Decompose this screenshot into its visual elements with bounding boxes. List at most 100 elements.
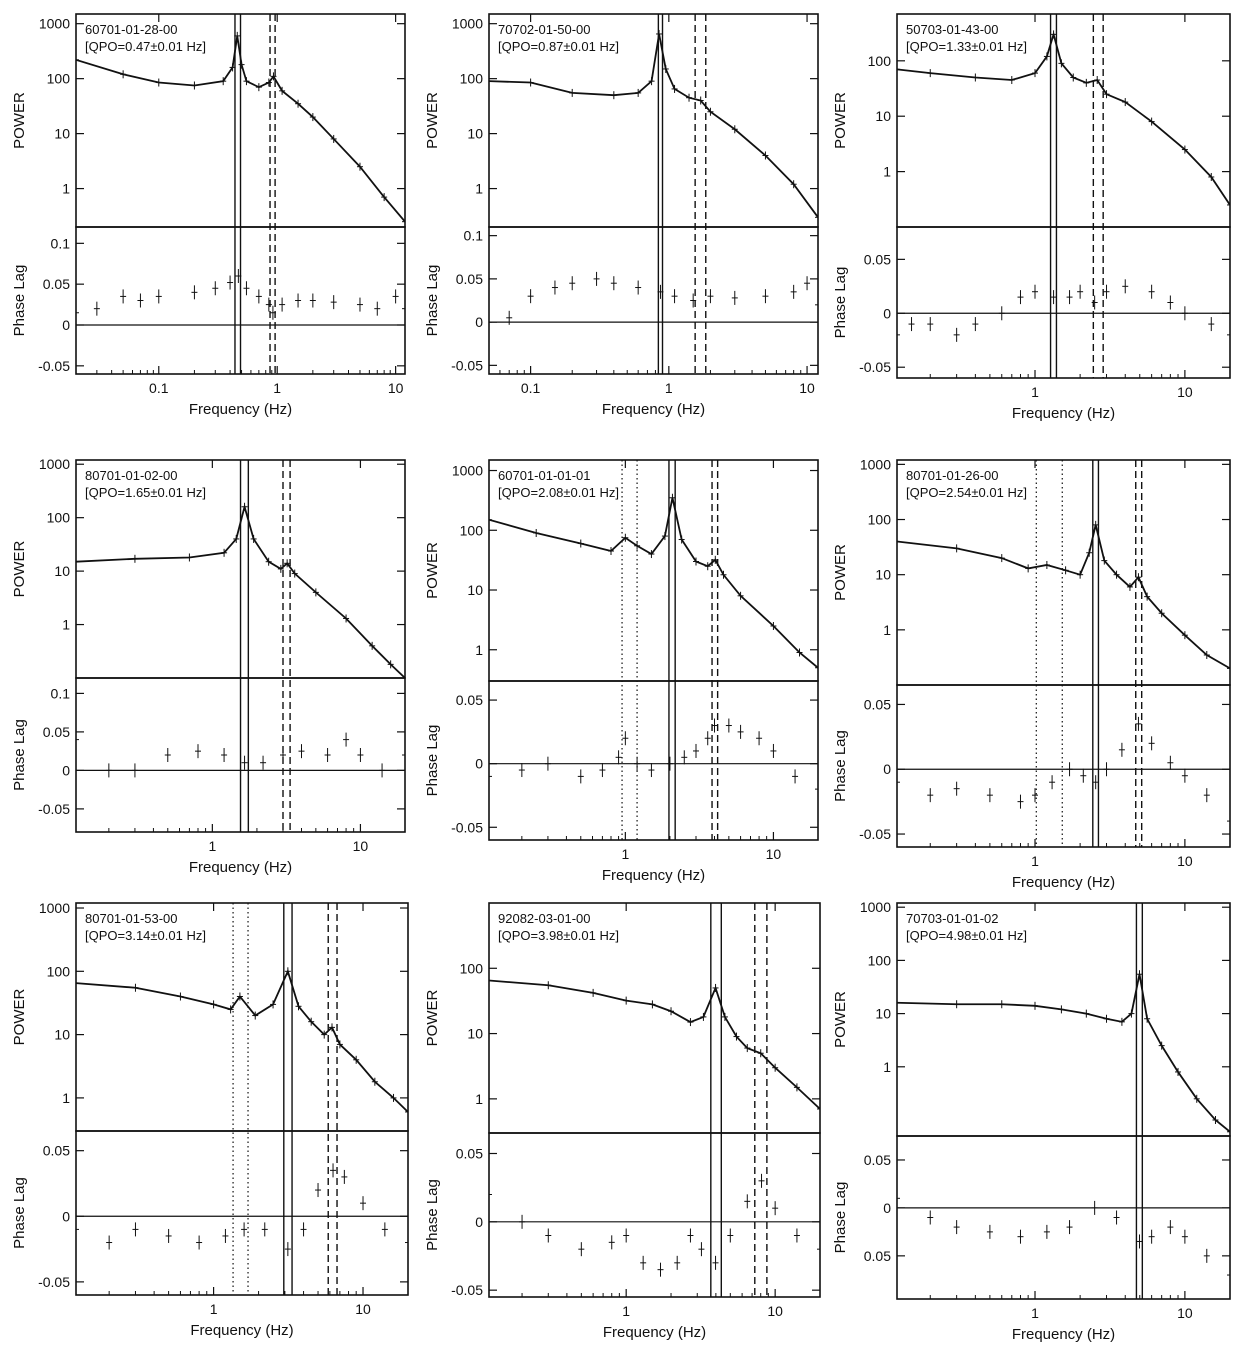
lag-y-tick-label: 0.1 bbox=[464, 228, 484, 244]
power-y-tick-label: 1 bbox=[883, 164, 891, 180]
lag-y-tick-label: 0 bbox=[883, 305, 891, 321]
lag-frame bbox=[488, 226, 819, 375]
frequency-axis-label: Frequency (Hz) bbox=[1012, 1326, 1115, 1343]
phase-lag-axis-label: Phase Lag bbox=[11, 265, 28, 337]
lag-y-tick-label: -0.05 bbox=[38, 1274, 70, 1290]
power-y-tick-label: 1 bbox=[62, 617, 70, 633]
x-tick-label: 10 bbox=[388, 380, 404, 396]
lag-y-tick-label: 0.05 bbox=[456, 692, 483, 708]
lag-y-tick-label: 0 bbox=[475, 756, 483, 772]
lag-y-tick-label: 0.05 bbox=[43, 724, 70, 740]
lag-y-tick-label: -0.05 bbox=[38, 801, 70, 817]
x-tick-label: 1 bbox=[622, 1303, 630, 1319]
frequency-axis-label: Frequency (Hz) bbox=[603, 1324, 706, 1341]
lag-y-tick-label: -0.05 bbox=[451, 357, 483, 373]
lag-y-tick-label: 0 bbox=[883, 761, 891, 777]
panel-marks bbox=[489, 460, 818, 840]
power-y-tick-label: 100 bbox=[868, 512, 892, 528]
power-axis-label: POWER bbox=[11, 541, 28, 598]
x-tick-label: 10 bbox=[355, 1301, 371, 1317]
power-y-tick-label: 10 bbox=[875, 567, 891, 583]
power-axis-label: POWER bbox=[424, 990, 441, 1047]
lag-frame bbox=[488, 1132, 821, 1298]
qpo-label: [QPO=3.14±0.01 Hz] bbox=[85, 928, 206, 943]
power-y-tick-label: 1 bbox=[475, 642, 483, 658]
obsid-label: 80701-01-02-00 bbox=[85, 468, 178, 483]
power-y-tick-label: 1000 bbox=[39, 456, 70, 472]
x-tick-label: 10 bbox=[1177, 384, 1193, 400]
lag-frame bbox=[896, 226, 1231, 379]
x-tick-label: 0.1 bbox=[149, 380, 169, 396]
power-y-tick-label: 1000 bbox=[39, 16, 70, 32]
lag-y-tick-label: 0 bbox=[475, 1214, 483, 1230]
lag-y-tick-label: 0.05 bbox=[864, 1152, 891, 1168]
lag-y-tick-label: -0.05 bbox=[38, 358, 70, 374]
power-y-tick-label: 100 bbox=[47, 963, 71, 979]
power-y-tick-label: 10 bbox=[54, 563, 70, 579]
x-tick-label: 1 bbox=[621, 846, 629, 862]
lag-y-tick-label: 0.05 bbox=[456, 271, 483, 287]
lag-y-tick-label: 0 bbox=[475, 314, 483, 330]
phase-lag-axis-label: Phase Lag bbox=[832, 1182, 849, 1254]
x-tick-label: 10 bbox=[1177, 853, 1193, 869]
obsid-label: 50703-01-43-00 bbox=[906, 22, 999, 37]
phase-lag-axis-label: Phase Lag bbox=[11, 1177, 28, 1249]
power-y-tick-label: 10 bbox=[467, 582, 483, 598]
power-y-tick-label: 100 bbox=[47, 510, 71, 526]
lag-y-tick-label: 0.05 bbox=[43, 276, 70, 292]
obsid-label: 70703-01-01-02 bbox=[906, 911, 999, 926]
power-y-tick-label: 1 bbox=[475, 1091, 483, 1107]
frequency-axis-label: Frequency (Hz) bbox=[189, 401, 292, 418]
power-axis-label: POWER bbox=[832, 92, 849, 149]
lag-y-tick-label: 0.05 bbox=[864, 696, 891, 712]
power-model-line bbox=[76, 503, 405, 679]
x-tick-label: 1 bbox=[208, 838, 216, 854]
lag-y-tick-label: 0.05 bbox=[864, 251, 891, 267]
panel-marks bbox=[76, 460, 405, 832]
lag-frame bbox=[75, 1130, 409, 1296]
phase-lag-axis-label: Phase Lag bbox=[424, 1179, 441, 1251]
power-y-tick-label: 10 bbox=[467, 1026, 483, 1042]
panel-3: 1 10 1 10 100 -0.05 0 0.05 POWER Phase Lag Frequen… bbox=[832, 13, 1231, 422]
power-y-tick-label: 10 bbox=[54, 126, 70, 142]
obsid-label: 60701-01-01-01 bbox=[498, 468, 591, 483]
power-model-line bbox=[489, 497, 818, 669]
phase-lag-axis-label: Phase Lag bbox=[11, 719, 28, 791]
obsid-label: 92082-03-01-00 bbox=[498, 911, 591, 926]
power-y-tick-label: 100 bbox=[460, 522, 484, 538]
obsid-label: 70702-01-50-00 bbox=[498, 22, 591, 37]
lag-frame bbox=[75, 677, 406, 833]
frequency-axis-label: Frequency (Hz) bbox=[190, 1322, 293, 1339]
x-tick-label: 10 bbox=[767, 1303, 783, 1319]
x-tick-label: 10 bbox=[766, 846, 782, 862]
frequency-axis-label: Frequency (Hz) bbox=[602, 401, 705, 418]
power-y-tick-label: 1 bbox=[62, 1090, 70, 1106]
power-y-tick-label: 1000 bbox=[452, 463, 483, 479]
power-y-tick-label: 1 bbox=[883, 1059, 891, 1075]
lag-y-tick-label: -0.05 bbox=[451, 1282, 483, 1298]
power-axis-label: POWER bbox=[11, 92, 28, 149]
lag-y-tick-label: 0.1 bbox=[51, 685, 71, 701]
x-tick-label: 10 bbox=[353, 838, 369, 854]
power-axis-label: POWER bbox=[832, 544, 849, 601]
qpo-label: [QPO=1.33±0.01 Hz] bbox=[906, 39, 1027, 54]
x-tick-label: 1 bbox=[1031, 1305, 1039, 1321]
lag-y-tick-label: 0 bbox=[62, 1208, 70, 1224]
panel-2: 0.1 1 10 1 10 100 1000 -0.05 0 0.05 0.1 POWER Phase … bbox=[424, 13, 819, 418]
lag-y-tick-label: 0 bbox=[62, 762, 70, 778]
power-model-line bbox=[897, 974, 1230, 1133]
power-y-tick-label: 100 bbox=[47, 71, 71, 87]
x-tick-label: 1 bbox=[1031, 853, 1039, 869]
qpo-label: [QPO=2.54±0.01 Hz] bbox=[906, 485, 1027, 500]
frequency-axis-label: Frequency (Hz) bbox=[602, 867, 705, 884]
lag-y-tick-label: 0 bbox=[883, 1200, 891, 1216]
lag-frame bbox=[896, 1135, 1231, 1300]
panel-marks bbox=[76, 14, 405, 374]
lag-frame bbox=[896, 684, 1231, 848]
power-model-line bbox=[897, 31, 1230, 206]
phase-lag-axis-label: Phase Lag bbox=[424, 265, 441, 337]
x-tick-label: 1 bbox=[665, 380, 673, 396]
lag-y-tick-label: 0.05 bbox=[864, 1248, 891, 1264]
power-y-tick-label: 10 bbox=[875, 108, 891, 124]
lag-frame bbox=[488, 680, 819, 841]
